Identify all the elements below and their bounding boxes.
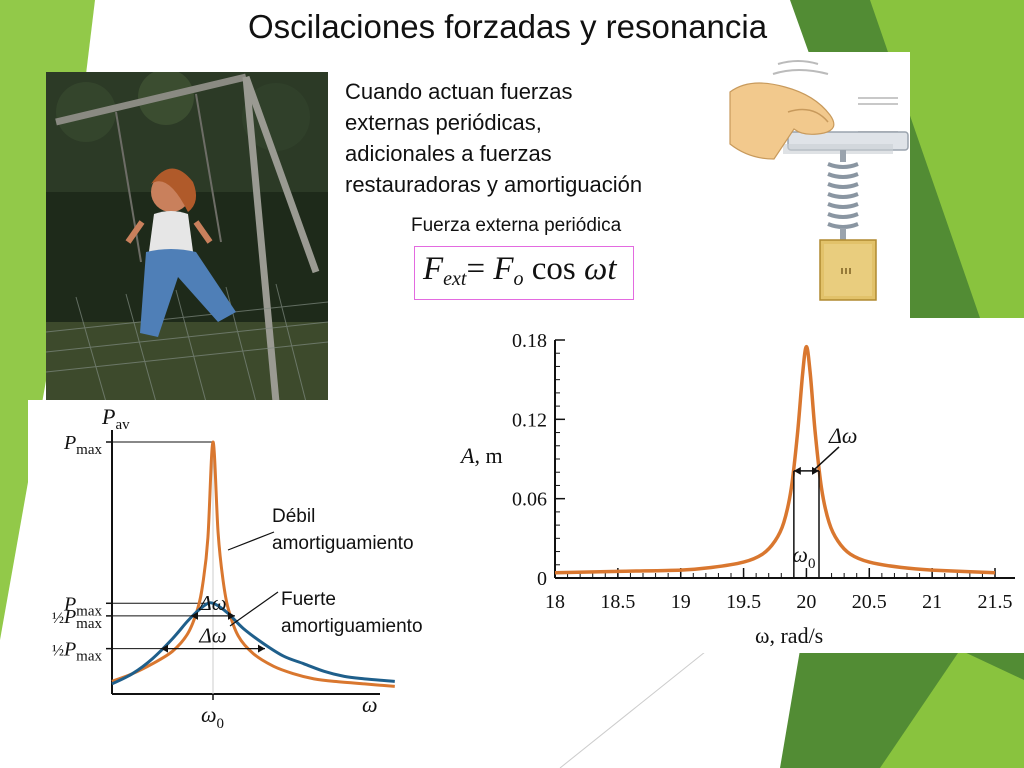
formula-wt: ωt: [584, 251, 617, 287]
strong-damping-label: Fuerte amortiguamiento: [281, 586, 423, 640]
x-axis-label: ω, rad/s: [755, 623, 823, 648]
force-formula: Fext= Fo cos ωt: [414, 246, 634, 300]
weak-damping-label-line: Débil: [272, 506, 316, 527]
x-tick-label: 19.5: [726, 591, 761, 613]
x-tick-label: 21: [922, 591, 942, 613]
weak-damping-label: Débil amortiguamiento: [272, 503, 414, 557]
intro-line: restauradoras y amortiguación: [345, 172, 643, 197]
external-force-label: Fuerza externa periódica: [411, 215, 622, 236]
amplitude-curve: [554, 344, 996, 575]
y-tick-label: 0.18: [512, 330, 547, 352]
x-tick-label: 20: [796, 591, 816, 613]
strong-label-leader: [229, 591, 279, 627]
intro-text: Cuando actuan fuerzas externas periódica…: [345, 76, 642, 200]
omega0-label: ω0: [792, 542, 815, 572]
x-tick-label: 21.5: [978, 591, 1013, 613]
omega0-label: ω0: [201, 702, 224, 732]
arrow-head-left: [161, 644, 168, 653]
delta-omega-label: Δω: [198, 624, 226, 648]
y-tick-label: ½Pmax: [52, 606, 103, 632]
arrow-head-right: [258, 644, 265, 653]
weak-damping-label-line: amortiguamiento: [272, 533, 414, 554]
slide-title: Oscilaciones forzadas y resonancia: [248, 8, 768, 45]
swing-photo: [46, 72, 328, 402]
strong-damping-label-line: Fuerte: [281, 589, 336, 610]
y-tick-label: 0.06: [512, 489, 547, 511]
intro-line: Cuando actuan fuerzas: [345, 79, 573, 104]
arrow-head-left: [191, 611, 198, 620]
delta-omega-label: Δω: [198, 591, 226, 615]
formula-eq: =: [466, 251, 486, 287]
x-tick-label: 18: [545, 591, 565, 613]
y-tick-label: 0.12: [512, 409, 547, 431]
strong-damping-label-line: amortiguamiento: [281, 616, 423, 637]
y-tick-label: Pmax: [63, 593, 103, 619]
intro-line: externas periódicas,: [345, 110, 542, 135]
x-tick-label: 20.5: [852, 591, 887, 613]
delta-omega-leader: [814, 446, 840, 470]
intro-line: adicionales a fuerzas: [345, 141, 552, 166]
deco-line: [559, 639, 721, 768]
formula-f2: F: [493, 251, 514, 287]
formula-cos: cos: [531, 251, 576, 287]
formula-f1: F: [423, 251, 444, 287]
arrow-head-right: [812, 466, 819, 475]
y-axis-label: Pav: [101, 404, 130, 433]
arrow-head-right: [228, 611, 235, 620]
formula-sub2: o: [513, 268, 524, 290]
delta-omega-label: Δω: [828, 423, 857, 448]
strong-damping-curve: [111, 601, 395, 686]
x-axis-label: ω: [362, 692, 378, 717]
y-tick-label: 0: [537, 568, 547, 590]
y-tick-label: ½Pmax: [52, 639, 103, 665]
weak-label-leader: [227, 531, 275, 551]
spring-mass-illustration: [728, 52, 910, 318]
y-tick-label: Pmax: [63, 432, 103, 458]
x-tick-label: 19: [671, 591, 691, 613]
x-tick-label: 18.5: [600, 591, 635, 613]
arrow-head-left: [793, 466, 801, 475]
y-axis-label: A, m: [459, 443, 503, 468]
amplitude-resonance-chart: 0 0.06 0.12 0.18 18 18.5 19 19.5 20 20.5 21 21.5 A,…: [455, 318, 1024, 653]
deco-shape-bottom-right-light: [880, 650, 1024, 768]
formula-sub1: ext: [443, 268, 467, 290]
